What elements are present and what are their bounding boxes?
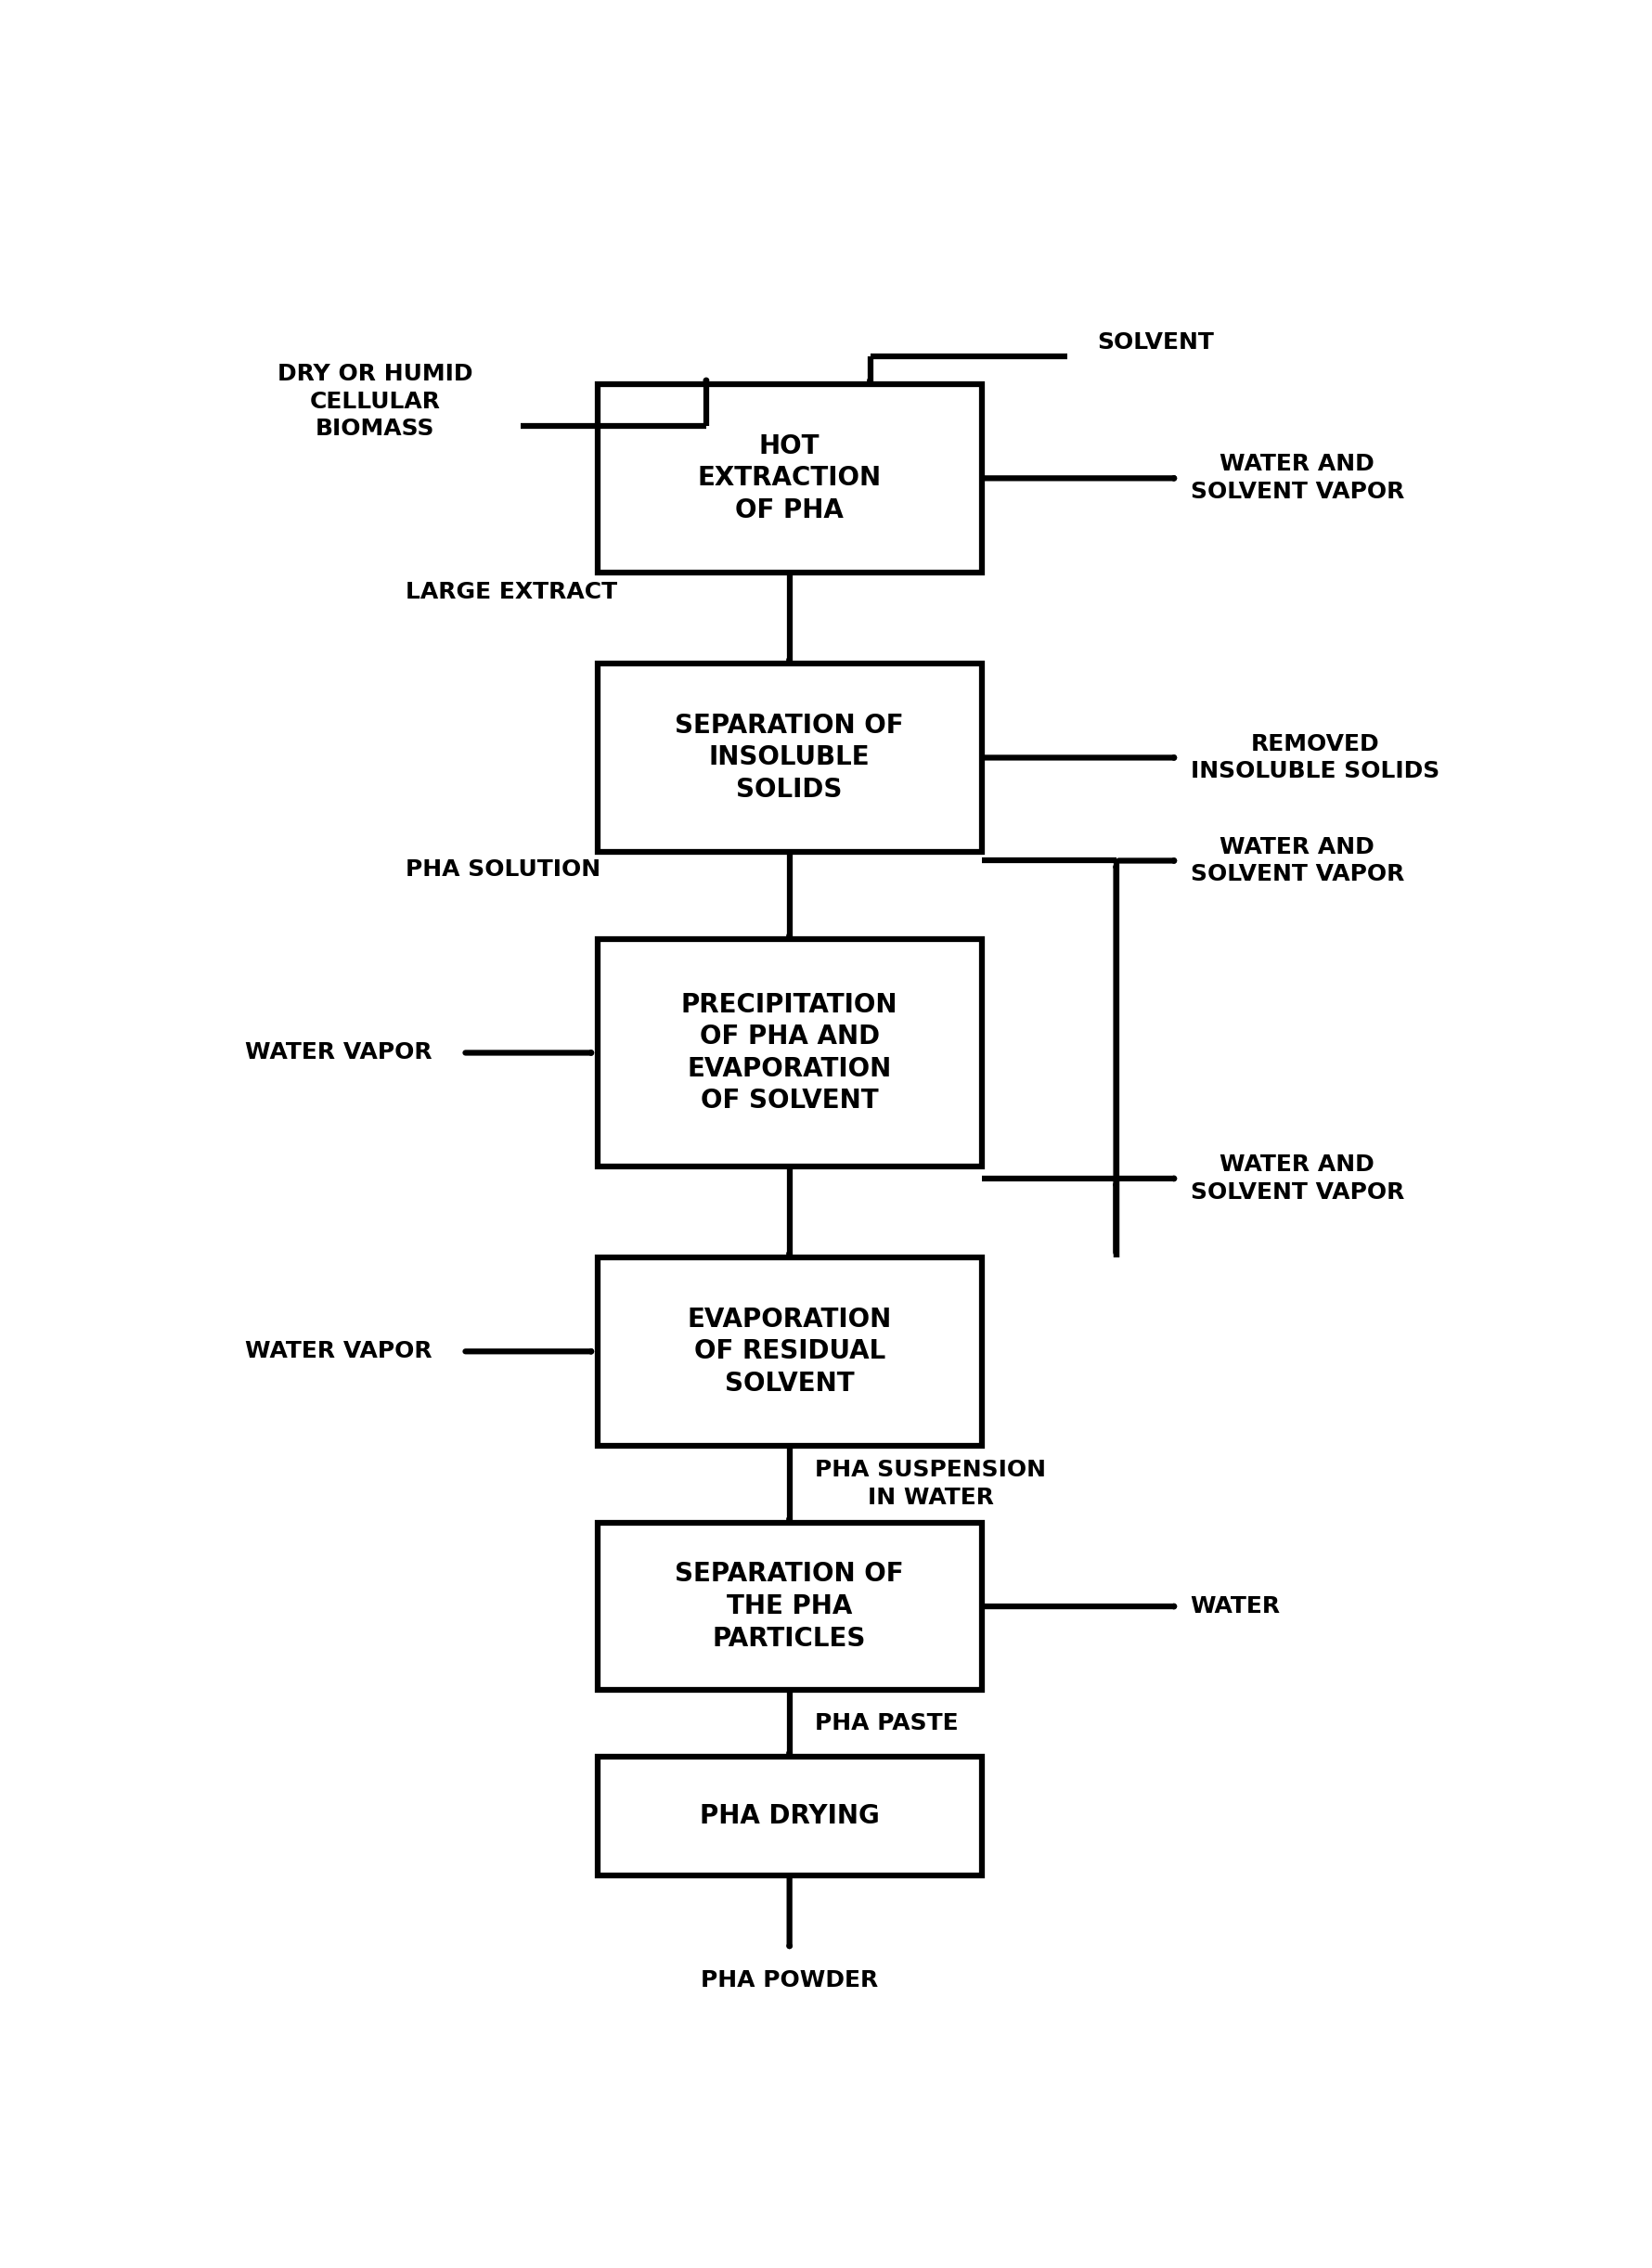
FancyBboxPatch shape: [596, 662, 981, 853]
FancyBboxPatch shape: [596, 383, 981, 572]
FancyBboxPatch shape: [596, 1755, 981, 1876]
Text: PHA DRYING: PHA DRYING: [699, 1803, 879, 1828]
Text: WATER AND
SOLVENT VAPOR: WATER AND SOLVENT VAPOR: [1189, 1154, 1404, 1204]
Text: HOT
EXTRACTION
OF PHA: HOT EXTRACTION OF PHA: [697, 433, 881, 524]
Text: PHA PASTE: PHA PASTE: [814, 1712, 958, 1735]
FancyBboxPatch shape: [596, 1522, 981, 1690]
Text: WATER AND
SOLVENT VAPOR: WATER AND SOLVENT VAPOR: [1189, 454, 1404, 503]
Text: PHA SOLUTION: PHA SOLUTION: [405, 857, 600, 880]
Text: SEPARATION OF
THE PHA
PARTICLES: SEPARATION OF THE PHA PARTICLES: [674, 1560, 904, 1651]
Text: PHA POWDER: PHA POWDER: [700, 1969, 877, 1991]
Text: PHA SUSPENSION
IN WATER: PHA SUSPENSION IN WATER: [814, 1458, 1046, 1508]
Text: SEPARATION OF
INSOLUBLE
SOLIDS: SEPARATION OF INSOLUBLE SOLIDS: [674, 712, 904, 803]
Text: SOLVENT: SOLVENT: [1097, 331, 1213, 354]
Text: EVAPORATION
OF RESIDUAL
SOLVENT: EVAPORATION OF RESIDUAL SOLVENT: [687, 1306, 890, 1397]
Text: DRY OR HUMID
CELLULAR
BIOMASS: DRY OR HUMID CELLULAR BIOMASS: [278, 363, 472, 440]
Text: REMOVED
INSOLUBLE SOLIDS: REMOVED INSOLUBLE SOLIDS: [1189, 733, 1439, 782]
FancyBboxPatch shape: [596, 1256, 981, 1445]
Text: WATER AND
SOLVENT VAPOR: WATER AND SOLVENT VAPOR: [1189, 837, 1404, 885]
Text: WATER VAPOR: WATER VAPOR: [244, 1041, 431, 1064]
Text: WATER: WATER: [1189, 1594, 1280, 1617]
Text: LARGE EXTRACT: LARGE EXTRACT: [405, 581, 616, 603]
FancyBboxPatch shape: [596, 939, 981, 1166]
Text: PRECIPITATION
OF PHA AND
EVAPORATION
OF SOLVENT: PRECIPITATION OF PHA AND EVAPORATION OF …: [681, 991, 897, 1114]
Text: WATER VAPOR: WATER VAPOR: [244, 1340, 431, 1363]
